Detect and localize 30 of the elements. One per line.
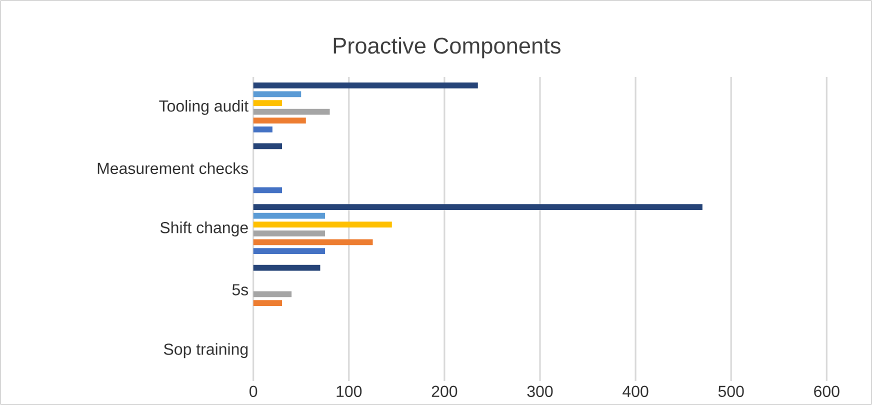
x-tick-label: 100: [336, 386, 362, 398]
bar: [253, 212, 325, 219]
y-tick-label: Tooling audit: [159, 100, 248, 115]
bar: [253, 143, 282, 150]
bar: [253, 204, 702, 210]
x-tick-label: 500: [718, 386, 744, 398]
x-tick-label: 0: [250, 386, 258, 398]
x-tick-label: 200: [432, 386, 458, 398]
bar: [253, 126, 272, 132]
bar: [253, 108, 330, 115]
y-tick-label: 5s: [232, 284, 248, 296]
y-tick-label: Measurement checks: [98, 162, 248, 174]
bar: [253, 291, 292, 298]
bar: [253, 100, 282, 106]
x-tick-label: 300: [527, 386, 553, 398]
bar: [253, 264, 320, 271]
x-tick-label: 600: [814, 386, 840, 398]
bar: [253, 239, 373, 246]
bar: [253, 248, 325, 254]
x-tick-label: 400: [622, 386, 648, 398]
bar: [253, 82, 478, 88]
y-tick-label: Sop training: [164, 343, 248, 358]
bar: [253, 230, 325, 236]
bar: [253, 91, 302, 98]
chart-title: Proactive Components: [334, 37, 560, 58]
bar: [253, 300, 282, 306]
bar: [253, 222, 392, 228]
bar: [253, 118, 306, 124]
bar: [253, 187, 282, 194]
y-tick-label: Shift change: [160, 222, 248, 236]
